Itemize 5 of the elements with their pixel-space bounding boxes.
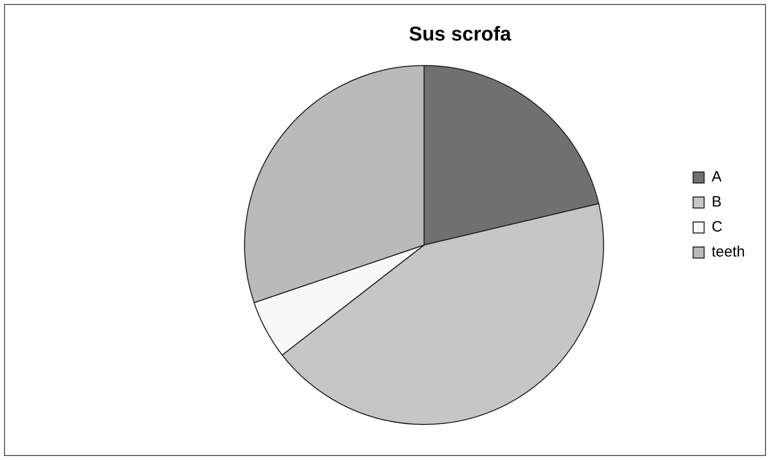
legend-label: A xyxy=(712,168,722,186)
legend-label: teeth xyxy=(712,244,746,261)
legend-label: B xyxy=(712,194,722,211)
legend-label: C xyxy=(712,218,723,236)
chart-title: Sus scrofa xyxy=(408,24,512,46)
